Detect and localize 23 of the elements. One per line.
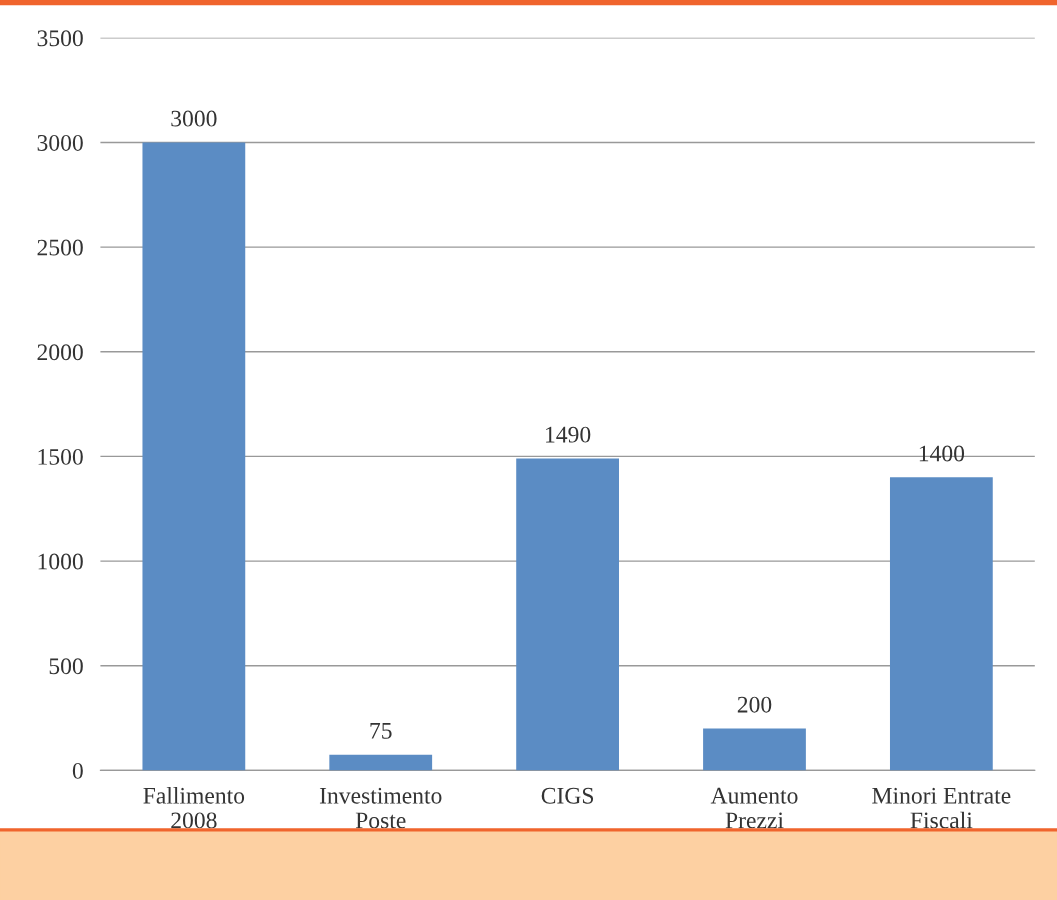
data-label: 200 xyxy=(737,696,772,713)
bar xyxy=(516,458,619,771)
x-tick-label: Investimento Poste xyxy=(319,787,442,829)
y-tick-label: 500 xyxy=(49,658,83,675)
y-tick-label: 0 xyxy=(72,762,83,779)
x-tick-label: Fallimento 2008 xyxy=(143,787,245,829)
y-tick-label: 2000 xyxy=(37,344,83,361)
bar xyxy=(329,754,433,771)
y-tick-label: 3000 xyxy=(37,134,83,151)
bar xyxy=(703,728,806,771)
y-tick-label: 1000 xyxy=(38,553,83,570)
data-label: 75 xyxy=(370,723,392,739)
y-tick-label: 1500 xyxy=(38,448,83,465)
data-label: 1400 xyxy=(919,445,965,462)
data-label: 3000 xyxy=(171,110,217,127)
data-label: 1490 xyxy=(546,426,591,443)
bar xyxy=(142,142,246,771)
y-tick-label: 3500 xyxy=(37,30,83,47)
x-tick-label: Aumento Prezzi xyxy=(710,787,798,829)
y-tick-label: 2500 xyxy=(37,239,83,256)
bar xyxy=(889,477,993,771)
x-tick-label: Minori Entrate Fiscali xyxy=(872,787,1011,829)
x-tick-label: CIGS xyxy=(541,787,594,804)
